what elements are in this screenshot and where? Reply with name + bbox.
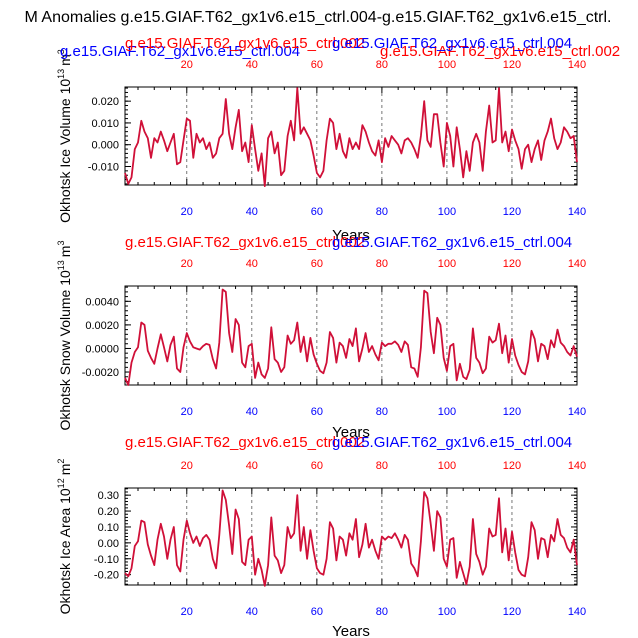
- x-tick-label-bottom: 40: [246, 606, 258, 618]
- top-mid-label-2: g.e15.GIAF.T62_gx1v6.e15_ctrl.004: [332, 35, 572, 52]
- y-tick-label: 0.20: [98, 506, 119, 518]
- y-tick-label: 0.00: [98, 538, 119, 550]
- x-tick-label-top: 140: [568, 460, 586, 472]
- x-tick-label-top: 40: [246, 258, 258, 270]
- x-tick-label-top: 20: [181, 258, 193, 270]
- x-axis-label: Years: [332, 424, 370, 441]
- y-label-exponent: 13: [56, 260, 66, 270]
- x-tick-label-bottom: 40: [246, 406, 258, 418]
- y-tick-label: -0.0020: [82, 367, 119, 379]
- x-tick-label-bottom: 60: [311, 206, 323, 218]
- x-tick-label-top: 20: [181, 460, 193, 472]
- y-tick-label: 0.0000: [85, 343, 119, 355]
- x-tick-label-bottom: 140: [568, 406, 586, 418]
- x-tick-label-top: 140: [568, 59, 586, 71]
- y-tick-label: 0.020: [91, 96, 119, 108]
- y-label-unit-exponent: 3: [56, 240, 66, 245]
- y-tick-label: 0.000: [91, 140, 119, 152]
- y-label-text: Okhotsk Snow Volume 10: [57, 270, 73, 431]
- panels: -0.010 0.000 0.010 0.020 20 20 40 40 60 60 80 80 100…: [56, 35, 620, 638]
- x-tick-label-bottom: 120: [503, 606, 521, 618]
- top-right-label: g.e15.GIAF.T62_gx1v6.e15_ctrl.004: [332, 434, 572, 451]
- y-label-unit-exponent: 2: [56, 459, 66, 464]
- x-tick-label-top: 80: [376, 258, 388, 270]
- y-tick-label: -0.20: [94, 570, 119, 582]
- x-tick-label-top: 60: [311, 460, 323, 472]
- y-tick-label: 0.10: [98, 522, 119, 534]
- y-tick-label: 0.30: [98, 490, 119, 502]
- y-axis-label: Okhotsk Ice Area 1012 m2: [56, 459, 73, 615]
- x-tick-label-bottom: 100: [438, 606, 456, 618]
- x-tick-label-top: 100: [438, 59, 456, 71]
- top-left-label: g.e15.GIAF.T62_gx1v6.e15_ctrl.002: [125, 434, 365, 451]
- x-tick-label-top: 100: [438, 460, 456, 472]
- y-tick-label: 0.0020: [85, 320, 119, 332]
- y-label-exponent: 12: [56, 478, 66, 488]
- y-axis-label: Okhotsk Ice Volume 1013 m3: [56, 49, 73, 223]
- x-axis-label: Years: [332, 227, 370, 244]
- x-tick-label-top: 40: [246, 59, 258, 71]
- x-tick-label-top: 20: [181, 59, 193, 71]
- y-label-unit-exponent: 3: [56, 49, 66, 54]
- y-tick-label: 0.0040: [85, 296, 119, 308]
- data-series-line: [124, 489, 578, 587]
- x-tick-label-bottom: 100: [438, 406, 456, 418]
- x-tick-label-bottom: 20: [181, 606, 193, 618]
- x-tick-label-bottom: 120: [503, 406, 521, 418]
- top-mid-label: g.e15.GIAF.T62_gx1v6.e15_ctrl.002: [125, 35, 365, 52]
- x-tick-label-bottom: 140: [568, 206, 586, 218]
- top-left-label: g.e15.GIAF.T62_gx1v6.e15_ctrl.002: [125, 234, 365, 251]
- data-series-line: [124, 87, 578, 187]
- x-tick-label-bottom: 120: [503, 206, 521, 218]
- y-label-unit: m: [57, 464, 73, 476]
- x-tick-label-top: 80: [376, 460, 388, 472]
- x-tick-label-bottom: 140: [568, 606, 586, 618]
- x-tick-label-bottom: 60: [311, 406, 323, 418]
- y-axis-label: Okhotsk Snow Volume 1013 m3: [56, 240, 73, 430]
- x-tick-label-bottom: 20: [181, 406, 193, 418]
- x-tick-label-top: 60: [311, 59, 323, 71]
- x-tick-label-bottom: 80: [376, 406, 388, 418]
- chart-panel-3: -0.20 -0.10 0.00 0.10 0.20 0.30 20 20 40 40 60 60 80…: [56, 434, 586, 638]
- top-right-label: g.e15.GIAF.T62_gx1v6.e15_ctrl.002: [380, 43, 620, 60]
- y-label-unit: m: [57, 246, 73, 258]
- figure-title: M Anomalies g.e15.GIAF.T62_gx1v6.e15_ctr…: [25, 9, 612, 26]
- plot-frame: [124, 285, 578, 386]
- chart-panel-2: -0.0020 0.0000 0.0020 0.0040 20 20 40 40 60 60 80 8…: [56, 234, 586, 441]
- x-tick-label-bottom: 60: [311, 606, 323, 618]
- x-tick-label-top: 100: [438, 258, 456, 270]
- y-label-unit: m: [57, 54, 73, 66]
- x-tick-label-top: 60: [311, 258, 323, 270]
- x-tick-label-top: 120: [503, 460, 521, 472]
- y-tick-label: -0.10: [94, 554, 119, 566]
- y-label-exponent: 13: [56, 69, 66, 79]
- x-tick-label-bottom: 100: [438, 206, 456, 218]
- y-label-text: Okhotsk Ice Volume 10: [57, 79, 73, 223]
- y-tick-label: 0.010: [91, 118, 119, 130]
- x-tick-label-top: 40: [246, 460, 258, 472]
- x-tick-label-top: 120: [503, 59, 521, 71]
- x-tick-label-bottom: 80: [376, 206, 388, 218]
- y-label-text: Okhotsk Ice Area 10: [57, 488, 73, 614]
- top-left-label: g.e15.GIAF.T62_gx1v6.e15_ctrl.004: [60, 43, 300, 60]
- chart-panel-1: -0.010 0.000 0.010 0.020 20 20 40 40 60 60 80 80 100…: [56, 35, 620, 244]
- x-axis-label: Years: [332, 623, 370, 638]
- x-tick-label-top: 140: [568, 258, 586, 270]
- x-tick-label-bottom: 40: [246, 206, 258, 218]
- x-tick-label-bottom: 20: [181, 206, 193, 218]
- x-tick-label-top: 80: [376, 59, 388, 71]
- top-right-label: g.e15.GIAF.T62_gx1v6.e15_ctrl.004: [332, 234, 572, 251]
- y-tick-label: -0.010: [88, 161, 119, 173]
- x-tick-label-top: 120: [503, 258, 521, 270]
- x-tick-label-bottom: 80: [376, 606, 388, 618]
- data-series-line: [124, 288, 578, 386]
